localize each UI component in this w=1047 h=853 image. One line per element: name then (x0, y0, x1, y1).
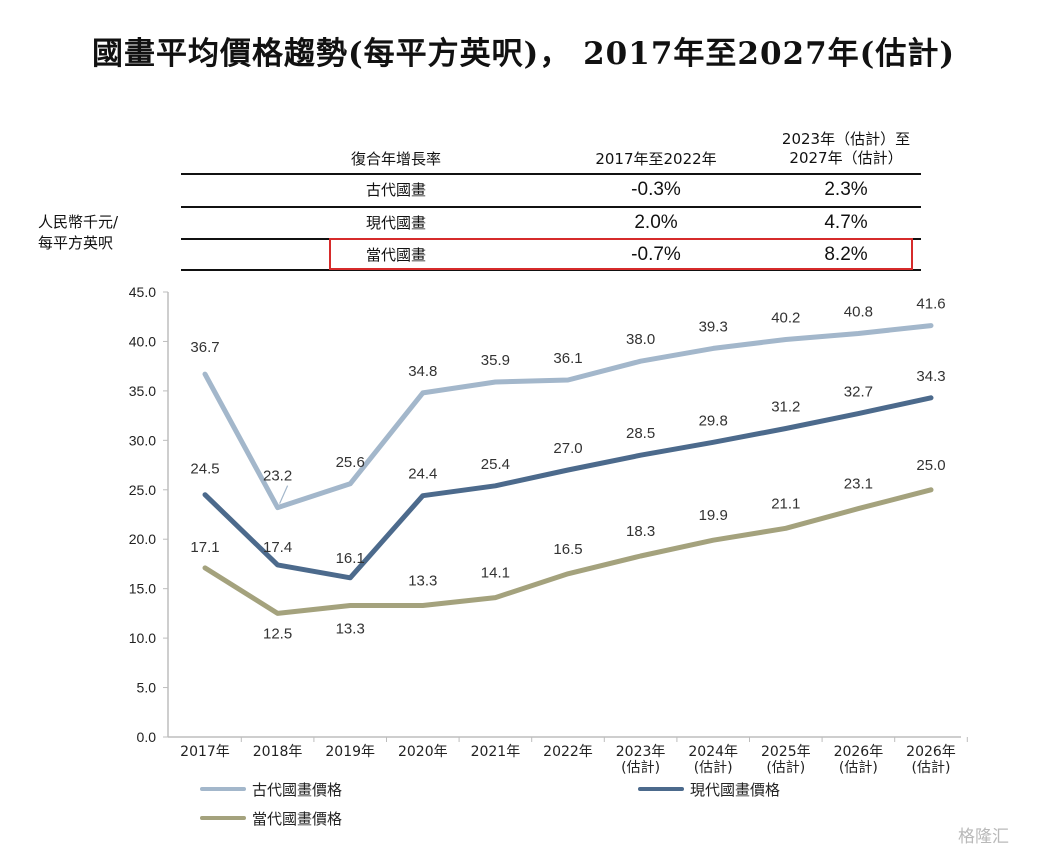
table-header-period2-line1: 2023年（估計）至 (781, 130, 911, 148)
y-tick-label: 25.0 (129, 482, 156, 498)
x-tick-label: 2021年 (471, 744, 521, 760)
data-label: 16.1 (336, 550, 365, 567)
row-period1-value: 2.0% (634, 212, 678, 233)
y-tick-label: 30.0 (129, 432, 156, 448)
data-label: 17.1 (190, 539, 219, 556)
table-row: 當代國畫 -0.7% 8.2% (181, 240, 921, 270)
x-tick-label: 2017年 (180, 744, 230, 760)
x-tick-label: 2018年 (253, 744, 303, 760)
x-tick-label: 2020年 (398, 744, 448, 760)
data-label: 25.0 (916, 457, 945, 474)
data-label: 24.4 (408, 466, 437, 483)
data-label: 32.7 (844, 384, 873, 401)
data-label: 27.0 (553, 440, 582, 457)
highlight-box (329, 238, 913, 270)
data-label: 40.2 (771, 309, 800, 326)
data-label: 13.3 (408, 572, 437, 589)
series-line (202, 487, 934, 616)
data-label: 28.5 (626, 425, 655, 442)
y-tick-label: 10.0 (129, 630, 156, 646)
y-tick-label: 0.0 (137, 729, 157, 745)
x-tick-label: (估計) (621, 760, 660, 776)
x-tick-label: (估計) (694, 760, 733, 776)
data-label: 34.8 (408, 363, 437, 380)
table-row: 現代國畫 2.0% 4.7% (181, 208, 921, 238)
x-tick-label: (估計) (839, 760, 878, 776)
data-label: 19.9 (699, 507, 728, 524)
legend-label: 古代國畫價格 (252, 781, 342, 799)
row-period2-value: 8.2% (824, 244, 868, 265)
data-label: 38.0 (626, 331, 655, 348)
data-label: 29.8 (699, 412, 728, 429)
series-line (202, 323, 934, 511)
table-divider (181, 173, 921, 175)
x-tick-label: 2026年 (906, 744, 956, 760)
y-axis-unit-label: 人民幣千元/ 每平方英呎 (38, 212, 118, 254)
watermark: 格隆汇 (958, 827, 1009, 847)
data-label: 40.8 (844, 304, 873, 321)
y-tick-label: 5.0 (137, 680, 157, 696)
data-label-leader (279, 485, 289, 504)
x-tick-label: (估計) (912, 760, 951, 776)
x-tick-label: 2022年 (543, 744, 593, 760)
data-label: 35.9 (481, 352, 510, 369)
data-label: 36.1 (553, 350, 582, 367)
data-label: 23.2 (263, 468, 292, 485)
x-tick-label: (估計) (766, 760, 805, 776)
data-label: 41.6 (916, 296, 945, 313)
table-divider (181, 206, 921, 208)
x-tick-label: 2019年 (325, 744, 375, 760)
table-row: 古代國畫 -0.3% 2.3% (181, 175, 921, 205)
y-tick-label: 20.0 (129, 531, 156, 547)
data-label: 13.3 (336, 620, 365, 637)
series-line (202, 395, 934, 581)
y-axis-unit-line2: 每平方英呎 (38, 234, 114, 252)
data-label: 31.2 (771, 398, 800, 415)
y-tick-label: 45.0 (129, 284, 156, 300)
row-period2-value: 2.3% (824, 179, 868, 200)
data-label: 36.7 (190, 339, 219, 356)
table-header-label: 復合年增長率 (350, 150, 441, 168)
x-tick-label: 2026年 (834, 744, 884, 760)
legend-label: 現代國畫價格 (690, 781, 780, 799)
y-tick-label: 35.0 (129, 383, 156, 399)
row-label: 現代國畫 (365, 214, 426, 232)
data-label: 18.3 (626, 523, 655, 540)
data-label: 12.5 (263, 625, 292, 642)
data-label: 25.6 (336, 454, 365, 471)
data-label: 24.5 (190, 461, 219, 478)
table-divider (181, 269, 921, 271)
data-label: 23.1 (844, 476, 873, 493)
data-label: 16.5 (553, 541, 582, 558)
x-tick-label: 2023年 (616, 744, 666, 760)
data-label: 34.3 (916, 368, 945, 385)
data-label: 25.4 (481, 456, 510, 473)
x-tick-label: 2025年 (761, 744, 811, 760)
data-label: 21.1 (771, 495, 800, 512)
row-period1-value: -0.3% (631, 179, 681, 200)
table-header-period2: 2023年（估計）至 2027年（估計） (751, 130, 941, 168)
data-label: 39.3 (699, 318, 728, 335)
x-tick-label: 2024年 (688, 744, 738, 760)
data-label: 14.1 (481, 565, 510, 582)
table-header-period1: 2017年至2022年 (595, 150, 717, 168)
legend-label: 當代國畫價格 (252, 810, 342, 828)
data-label: 17.4 (263, 539, 292, 556)
y-tick-label: 15.0 (129, 581, 156, 597)
table-header-period2-line2: 2027年（估計） (789, 149, 903, 167)
y-tick-label: 40.0 (129, 333, 156, 349)
row-period1-value: -0.7% (631, 244, 681, 265)
row-label: 古代國畫 (365, 181, 426, 199)
chart-title: 國畫平均價格趨勢(每平方英呎)， 2017年至2027年(估計) (91, 36, 956, 72)
row-period2-value: 4.7% (824, 212, 868, 233)
row-label: 當代國畫 (365, 246, 426, 264)
y-axis-unit-line1: 人民幣千元/ (38, 213, 119, 231)
